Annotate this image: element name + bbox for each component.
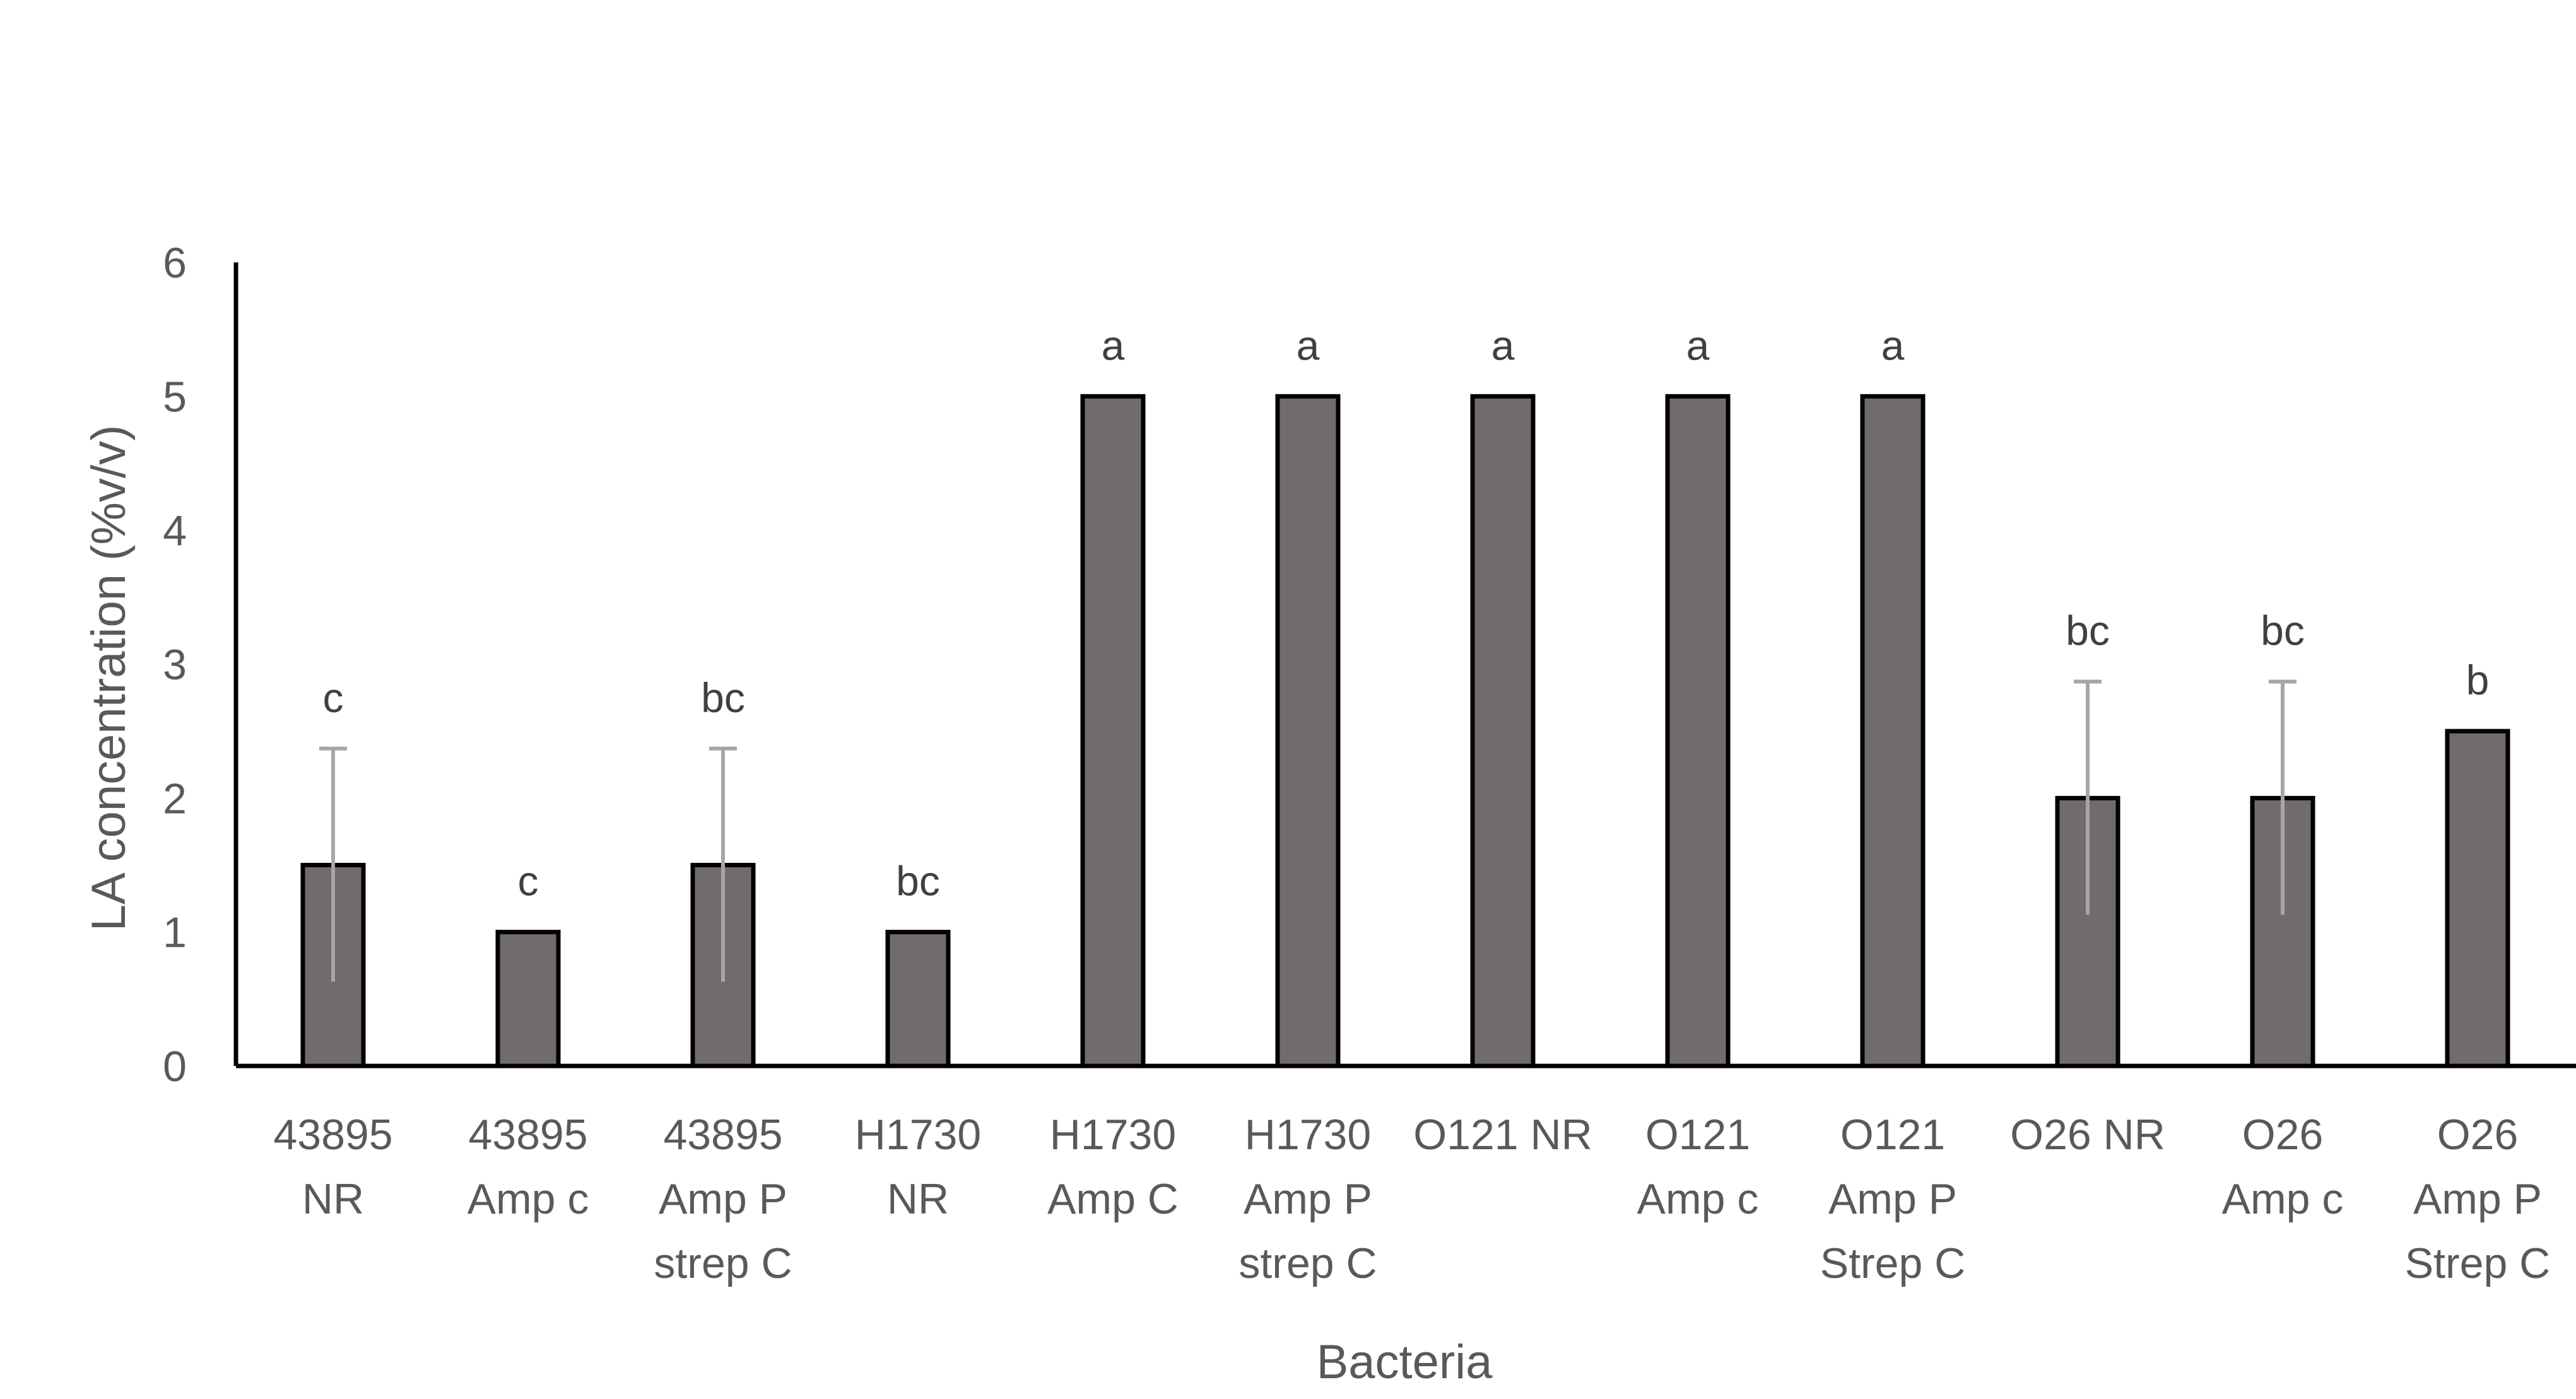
bar	[2250, 795, 2315, 1068]
x-category-label: O26 Amp P Strep C	[2405, 1111, 2551, 1287]
bar	[1860, 394, 1926, 1068]
significance-letter: a	[1491, 322, 1515, 368]
x-axis-title: Bacteria	[1317, 1335, 1493, 1389]
x-category-label: H1730 Amp C	[1047, 1111, 1179, 1223]
axes-layer	[233, 262, 2576, 1068]
y-tick-label: 1	[163, 909, 187, 957]
bar	[1665, 394, 1731, 1068]
bar	[495, 930, 561, 1068]
significance-letter: c	[323, 674, 344, 721]
significance-letter: a	[1297, 322, 1320, 368]
bar	[885, 930, 951, 1068]
error-bars-layer	[319, 679, 2297, 982]
y-tick-labels: 0 1 2 3 4 5 6	[163, 239, 187, 1091]
significance-letter: b	[2466, 657, 2490, 703]
significance-letter: bc	[701, 674, 745, 721]
x-category-label: 43895 Amp c	[468, 1111, 589, 1223]
bars-layer	[300, 394, 2510, 1068]
y-tick-label: 0	[163, 1043, 187, 1091]
significance-letter: bc	[2066, 607, 2110, 654]
significance-letter: bc	[896, 858, 940, 904]
significance-letter: c	[518, 858, 539, 904]
x-category-label: 43895 NR	[273, 1111, 392, 1223]
x-category-label: O26 NR	[2010, 1111, 2165, 1159]
y-tick-label: 3	[163, 641, 187, 689]
bar	[1470, 394, 1536, 1068]
y-tick-label: 5	[163, 373, 187, 421]
significance-letter: a	[1686, 322, 1710, 368]
y-axis-title: LA concentration (%v/v)	[82, 425, 136, 932]
significance-letter: a	[1102, 322, 1125, 368]
y-tick-label: 4	[163, 507, 187, 555]
significance-letters: c c bc bc a a a a a bc bc b	[323, 322, 2490, 904]
x-category-label: O26 Amp c	[2222, 1111, 2344, 1223]
bar	[2445, 729, 2510, 1068]
bar	[1275, 394, 1341, 1068]
y-tick-label: 6	[163, 239, 187, 287]
x-category-label: H1730 NR	[855, 1111, 981, 1223]
y-tick-label: 2	[163, 775, 187, 822]
x-category-label: O121 Amp P Strep C	[1820, 1111, 1966, 1287]
significance-letter: bc	[2261, 607, 2305, 654]
bar	[1080, 394, 1146, 1068]
significance-letter: a	[1881, 322, 1905, 368]
x-category-label: O121 Amp c	[1637, 1111, 1759, 1223]
x-category-label: O121 NR	[1413, 1111, 1592, 1159]
